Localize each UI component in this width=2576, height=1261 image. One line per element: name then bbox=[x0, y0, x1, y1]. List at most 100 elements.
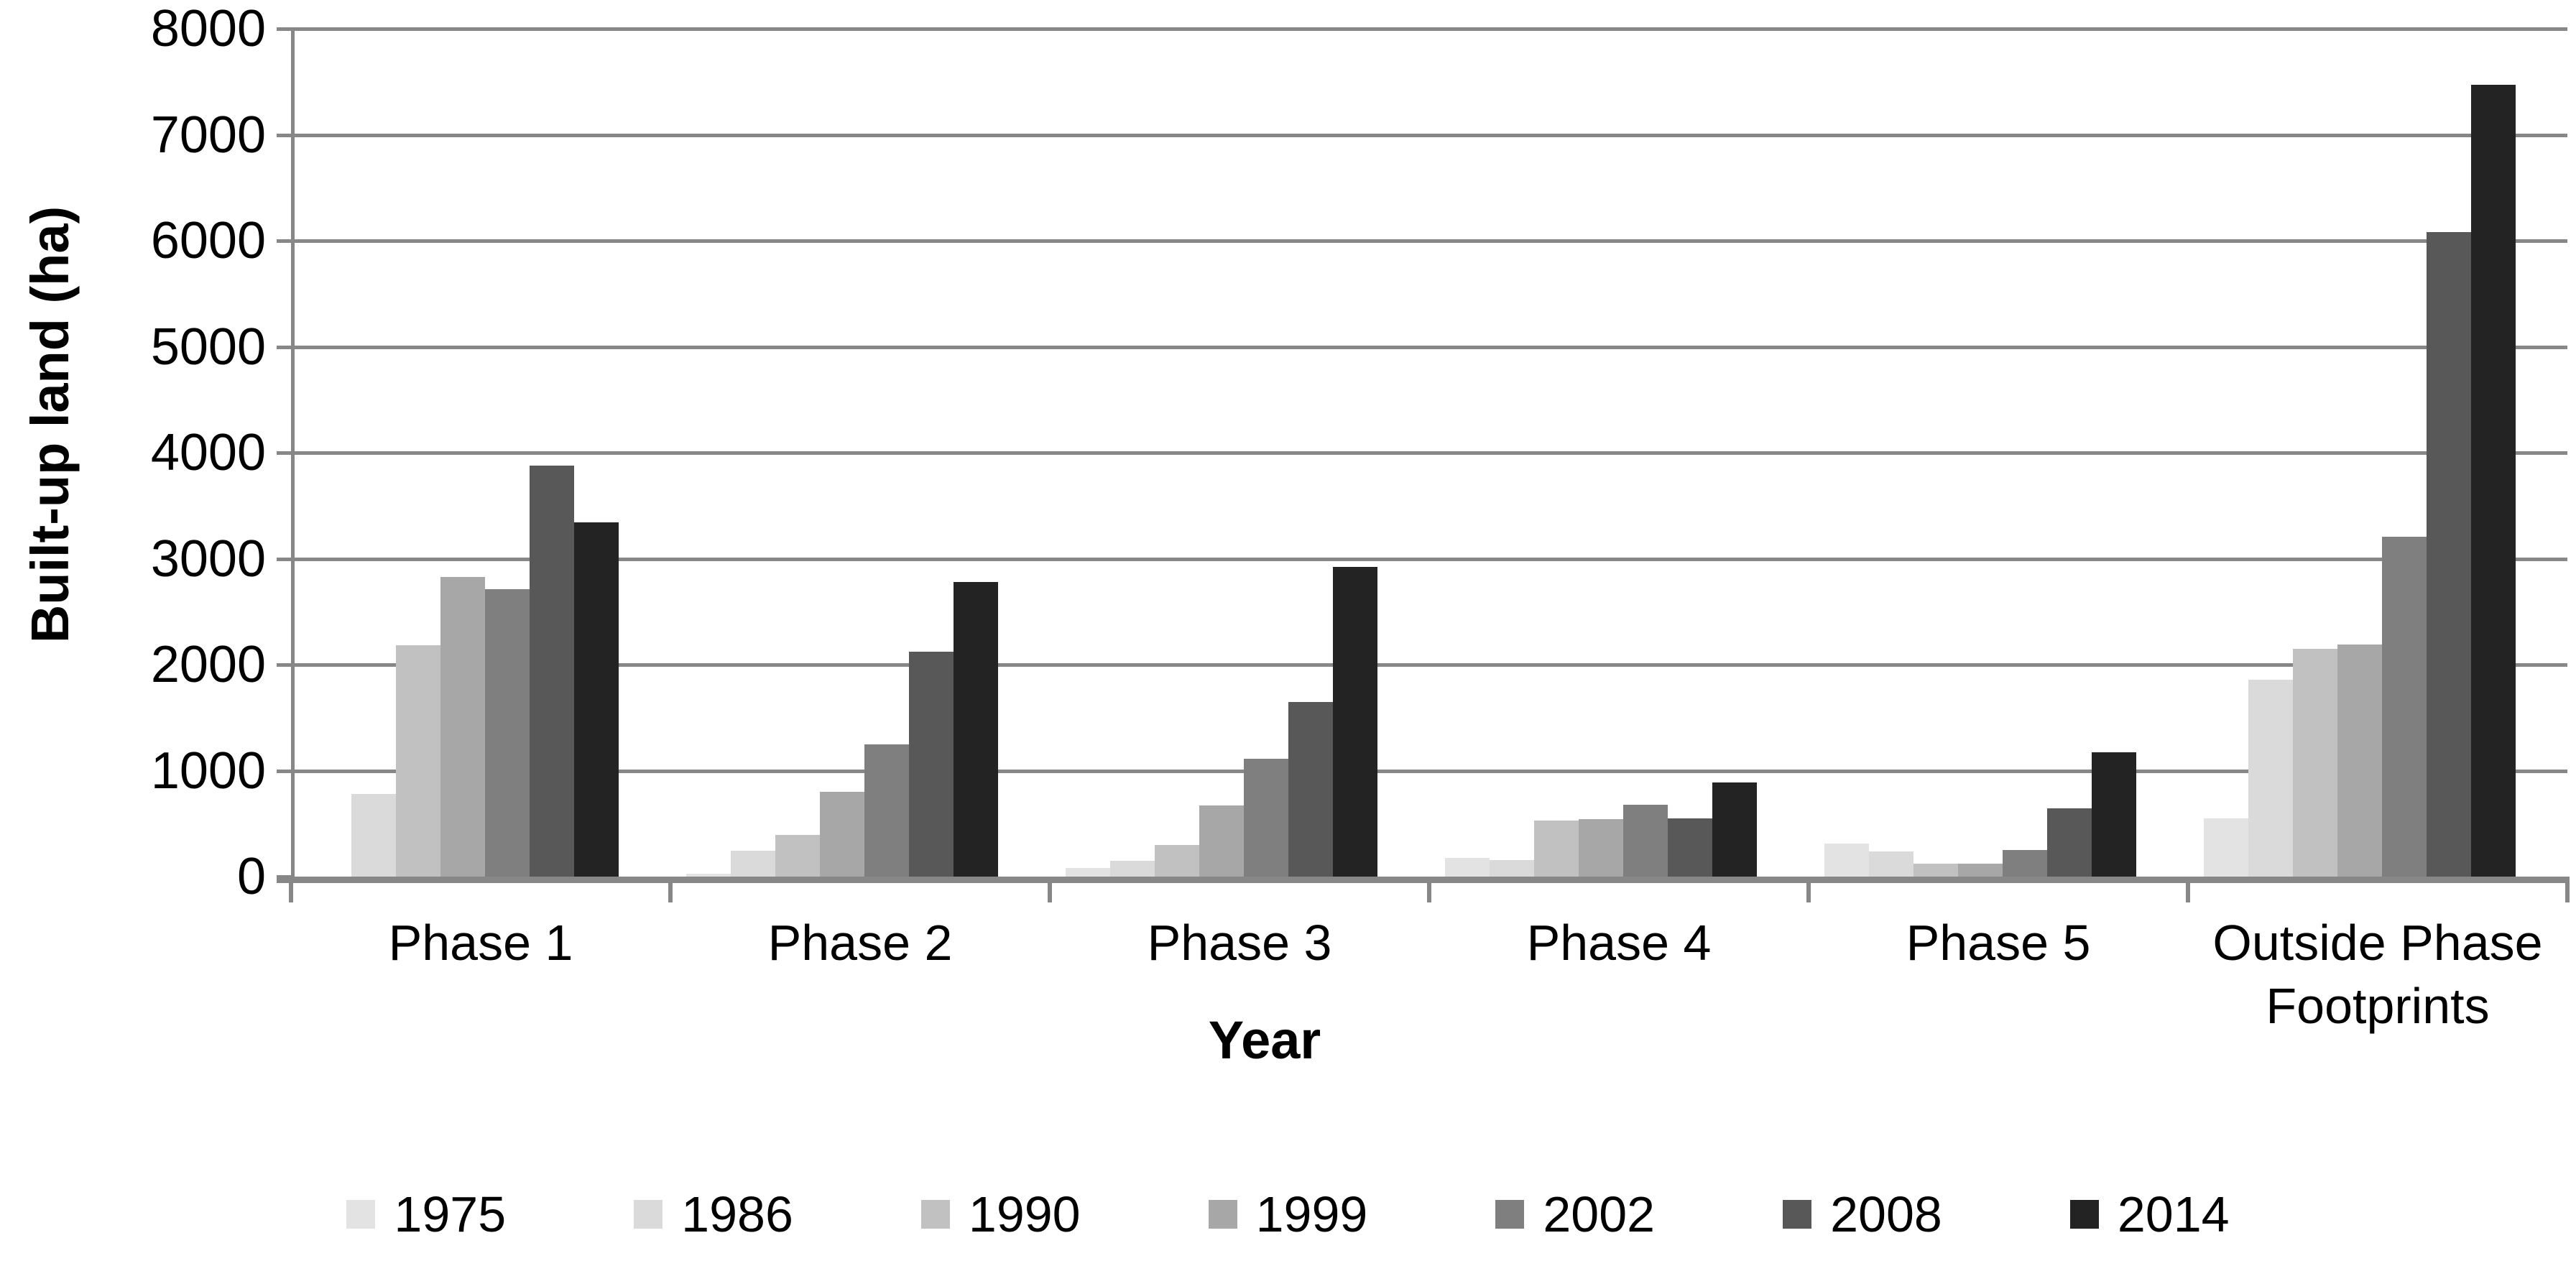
x-axis-tick bbox=[2565, 877, 2570, 902]
bar-outside-phase-footprints-1999 bbox=[2337, 645, 2382, 877]
legend-label: 2002 bbox=[1543, 1186, 1656, 1242]
legend-label: 1986 bbox=[681, 1186, 793, 1242]
y-tick-label: 4000 bbox=[150, 424, 266, 481]
gridline bbox=[291, 769, 2567, 773]
y-axis-tick bbox=[277, 769, 291, 773]
category-label-line: Phase 5 bbox=[1906, 915, 2091, 971]
bar-phase-4-1999 bbox=[1579, 819, 1623, 877]
bar-phase-3-2002 bbox=[1244, 759, 1288, 877]
legend-swatch-icon bbox=[634, 1200, 663, 1229]
bar-phase-3-2014 bbox=[1333, 567, 1377, 877]
legend-label: 2014 bbox=[2117, 1186, 2230, 1242]
bar-phase-2-1999 bbox=[820, 792, 864, 877]
y-tick-label: 6000 bbox=[150, 212, 266, 269]
category-label-5: Phase 5 bbox=[1810, 911, 2187, 974]
legend-item-1990: 1990 bbox=[920, 1186, 1081, 1242]
legend-item-1999: 1999 bbox=[1208, 1189, 1367, 1239]
gridline bbox=[291, 451, 2567, 455]
legend-swatch-icon bbox=[2069, 1200, 2099, 1229]
bar-phase-5-2002 bbox=[2003, 850, 2047, 877]
legend-label: 1990 bbox=[968, 1186, 1081, 1242]
legend-swatch-icon bbox=[920, 1200, 950, 1229]
y-tick-label: 1000 bbox=[150, 742, 266, 800]
bar-phase-2-2014 bbox=[954, 582, 998, 877]
legend-swatch-icon bbox=[1783, 1200, 1812, 1229]
category-label-line: Phase 4 bbox=[1526, 915, 1712, 971]
bar-phase-5-2008 bbox=[2047, 808, 2092, 877]
bar-phase-2-2008 bbox=[909, 652, 954, 877]
legend-item-1986: 1986 bbox=[634, 1189, 793, 1239]
bar-phase-4-1990 bbox=[1534, 821, 1579, 877]
bar-phase-2-2002 bbox=[864, 744, 909, 877]
legend-swatch-icon bbox=[1495, 1200, 1525, 1229]
bar-phase-3-1975 bbox=[1066, 868, 1110, 877]
category-label-line: Phase 2 bbox=[767, 915, 953, 971]
category-label-2: Phase 2 bbox=[672, 911, 1048, 974]
x-axis-tick bbox=[668, 877, 673, 902]
bar-phase-4-2014 bbox=[1712, 782, 1757, 877]
x-axis-tick bbox=[289, 877, 293, 902]
x-axis-tick bbox=[1048, 877, 1052, 902]
y-tick-label: 5000 bbox=[150, 318, 266, 376]
bar-phase-4-2002 bbox=[1623, 805, 1668, 877]
y-axis-tick bbox=[277, 27, 291, 31]
gridline bbox=[291, 239, 2567, 243]
y-tick-label: 2000 bbox=[150, 636, 266, 693]
bar-phase-4-2008 bbox=[1668, 818, 1712, 877]
bar-phase-1-2002 bbox=[485, 589, 530, 877]
bar-phase-3-1990 bbox=[1155, 845, 1199, 877]
category-label-6: Outside Phase Footprints bbox=[2189, 911, 2566, 1038]
legend-item-2002: 2002 bbox=[1495, 1189, 1655, 1239]
legend-item-2014: 2014 bbox=[2069, 1186, 2230, 1242]
y-axis-tick bbox=[277, 345, 291, 349]
y-axis-tick bbox=[277, 557, 291, 561]
bar-phase-1-1990 bbox=[396, 645, 440, 877]
category-label-1: Phase 1 bbox=[292, 911, 669, 974]
x-axis-line bbox=[277, 877, 2569, 883]
bar-phase-5-1986 bbox=[1869, 851, 1913, 877]
legend-item-2008: 2008 bbox=[1783, 1189, 1942, 1239]
x-axis-title: Year bbox=[1208, 1010, 1321, 1070]
gridline bbox=[291, 133, 2567, 137]
legend: 1975 1986 1990 1999 2002 2008 2014 bbox=[0, 1189, 2576, 1239]
category-label-4: Phase 4 bbox=[1431, 911, 1807, 974]
gridline bbox=[291, 557, 2567, 561]
y-tick-label: 7000 bbox=[150, 106, 266, 164]
bar-outside-phase-footprints-1986 bbox=[2248, 680, 2293, 877]
x-axis-tick bbox=[2186, 877, 2190, 902]
gridline bbox=[291, 663, 2567, 667]
bar-phase-3-1999 bbox=[1199, 805, 1244, 877]
category-label-3: Phase 3 bbox=[1051, 911, 1428, 974]
y-axis-tick bbox=[277, 663, 291, 667]
y-axis-tick bbox=[277, 451, 291, 455]
bar-phase-3-2008 bbox=[1288, 702, 1333, 877]
bar-outside-phase-footprints-2014 bbox=[2471, 85, 2516, 877]
legend-label: 1975 bbox=[394, 1186, 507, 1242]
category-label-line: Phase 3 bbox=[1147, 915, 1332, 971]
x-axis-tick bbox=[1427, 877, 1431, 902]
y-tick-label: 8000 bbox=[150, 0, 266, 57]
bar-phase-4-1986 bbox=[1490, 860, 1534, 877]
legend-label: 2008 bbox=[1830, 1186, 1942, 1242]
bar-phase-1-1999 bbox=[440, 577, 485, 877]
bar-outside-phase-footprints-2002 bbox=[2382, 537, 2427, 877]
gridline bbox=[291, 27, 2567, 31]
bar-phase-2-1975 bbox=[686, 874, 731, 877]
x-axis-tick bbox=[1806, 877, 1811, 902]
y-tick-label: 3000 bbox=[150, 530, 266, 588]
bar-phase-2-1990 bbox=[775, 835, 820, 877]
bar-phase-1-2014 bbox=[574, 522, 619, 877]
bar-outside-phase-footprints-1975 bbox=[2204, 818, 2248, 877]
bar-phase-3-1986 bbox=[1110, 861, 1155, 877]
legend-item-1975: 1975 bbox=[346, 1189, 506, 1239]
bar-outside-phase-footprints-2008 bbox=[2427, 232, 2471, 877]
legend-swatch-icon bbox=[346, 1200, 376, 1229]
y-tick-label: 0 bbox=[236, 848, 266, 905]
bar-phase-5-1999 bbox=[1958, 864, 2003, 877]
bar-phase-5-2014 bbox=[2092, 752, 2136, 877]
legend-swatch-icon bbox=[1208, 1200, 1237, 1229]
category-label-line: Footprints bbox=[2266, 978, 2490, 1034]
bar-phase-5-1975 bbox=[1824, 844, 1869, 877]
bar-phase-2-1986 bbox=[731, 851, 775, 877]
